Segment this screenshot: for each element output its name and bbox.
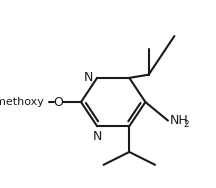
Text: methoxy: methoxy (0, 97, 44, 107)
Text: NH: NH (170, 114, 188, 127)
Text: N: N (84, 71, 93, 84)
Text: 2: 2 (183, 120, 189, 129)
Text: O: O (54, 96, 64, 108)
Text: N: N (92, 130, 102, 143)
